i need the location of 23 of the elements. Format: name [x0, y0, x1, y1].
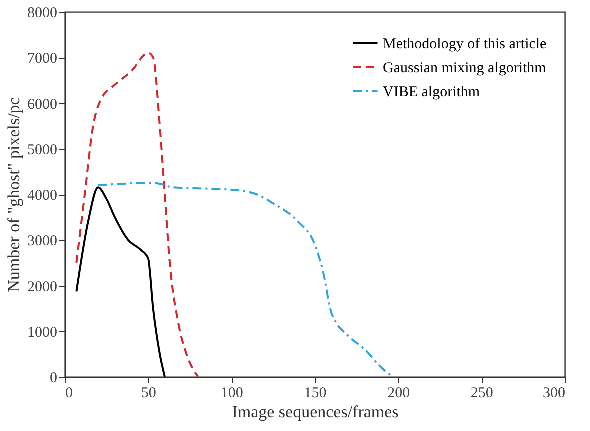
- x-tick-label: 250: [470, 386, 494, 402]
- y-tick-label: 1000: [28, 324, 58, 341]
- x-axis-title: Image sequences/frames: [232, 402, 399, 422]
- y-tick-label: 4000: [28, 188, 58, 204]
- x-tick-label: 200: [388, 386, 410, 402]
- y-tick-label: 2000: [28, 279, 58, 296]
- x-tick-label: 50: [141, 386, 156, 402]
- x-tick-label: 100: [220, 386, 244, 402]
- legend-label: VIBE algorithm: [383, 84, 480, 100]
- line-series: [76, 186, 166, 378]
- y-tick-label: 7000: [28, 51, 58, 68]
- line-series: [76, 52, 200, 378]
- y-tick-label: 0: [50, 370, 58, 386]
- y-tick-label: 6000: [28, 96, 58, 113]
- y-tick-label: 5000: [28, 142, 58, 158]
- y-axis-title: Number of "ghost" pixels/pc: [4, 97, 24, 292]
- y-tick-label: 3000: [28, 234, 58, 250]
- x-tick-label: 150: [304, 386, 327, 402]
- legend-label: Gaussian mixing algorithm: [383, 60, 547, 76]
- legend-label: Methodology of this article: [383, 36, 548, 52]
- x-tick-label: 0: [66, 386, 73, 402]
- x-tick-label: 300: [543, 386, 566, 402]
- y-tick-label: 8000: [28, 6, 58, 22]
